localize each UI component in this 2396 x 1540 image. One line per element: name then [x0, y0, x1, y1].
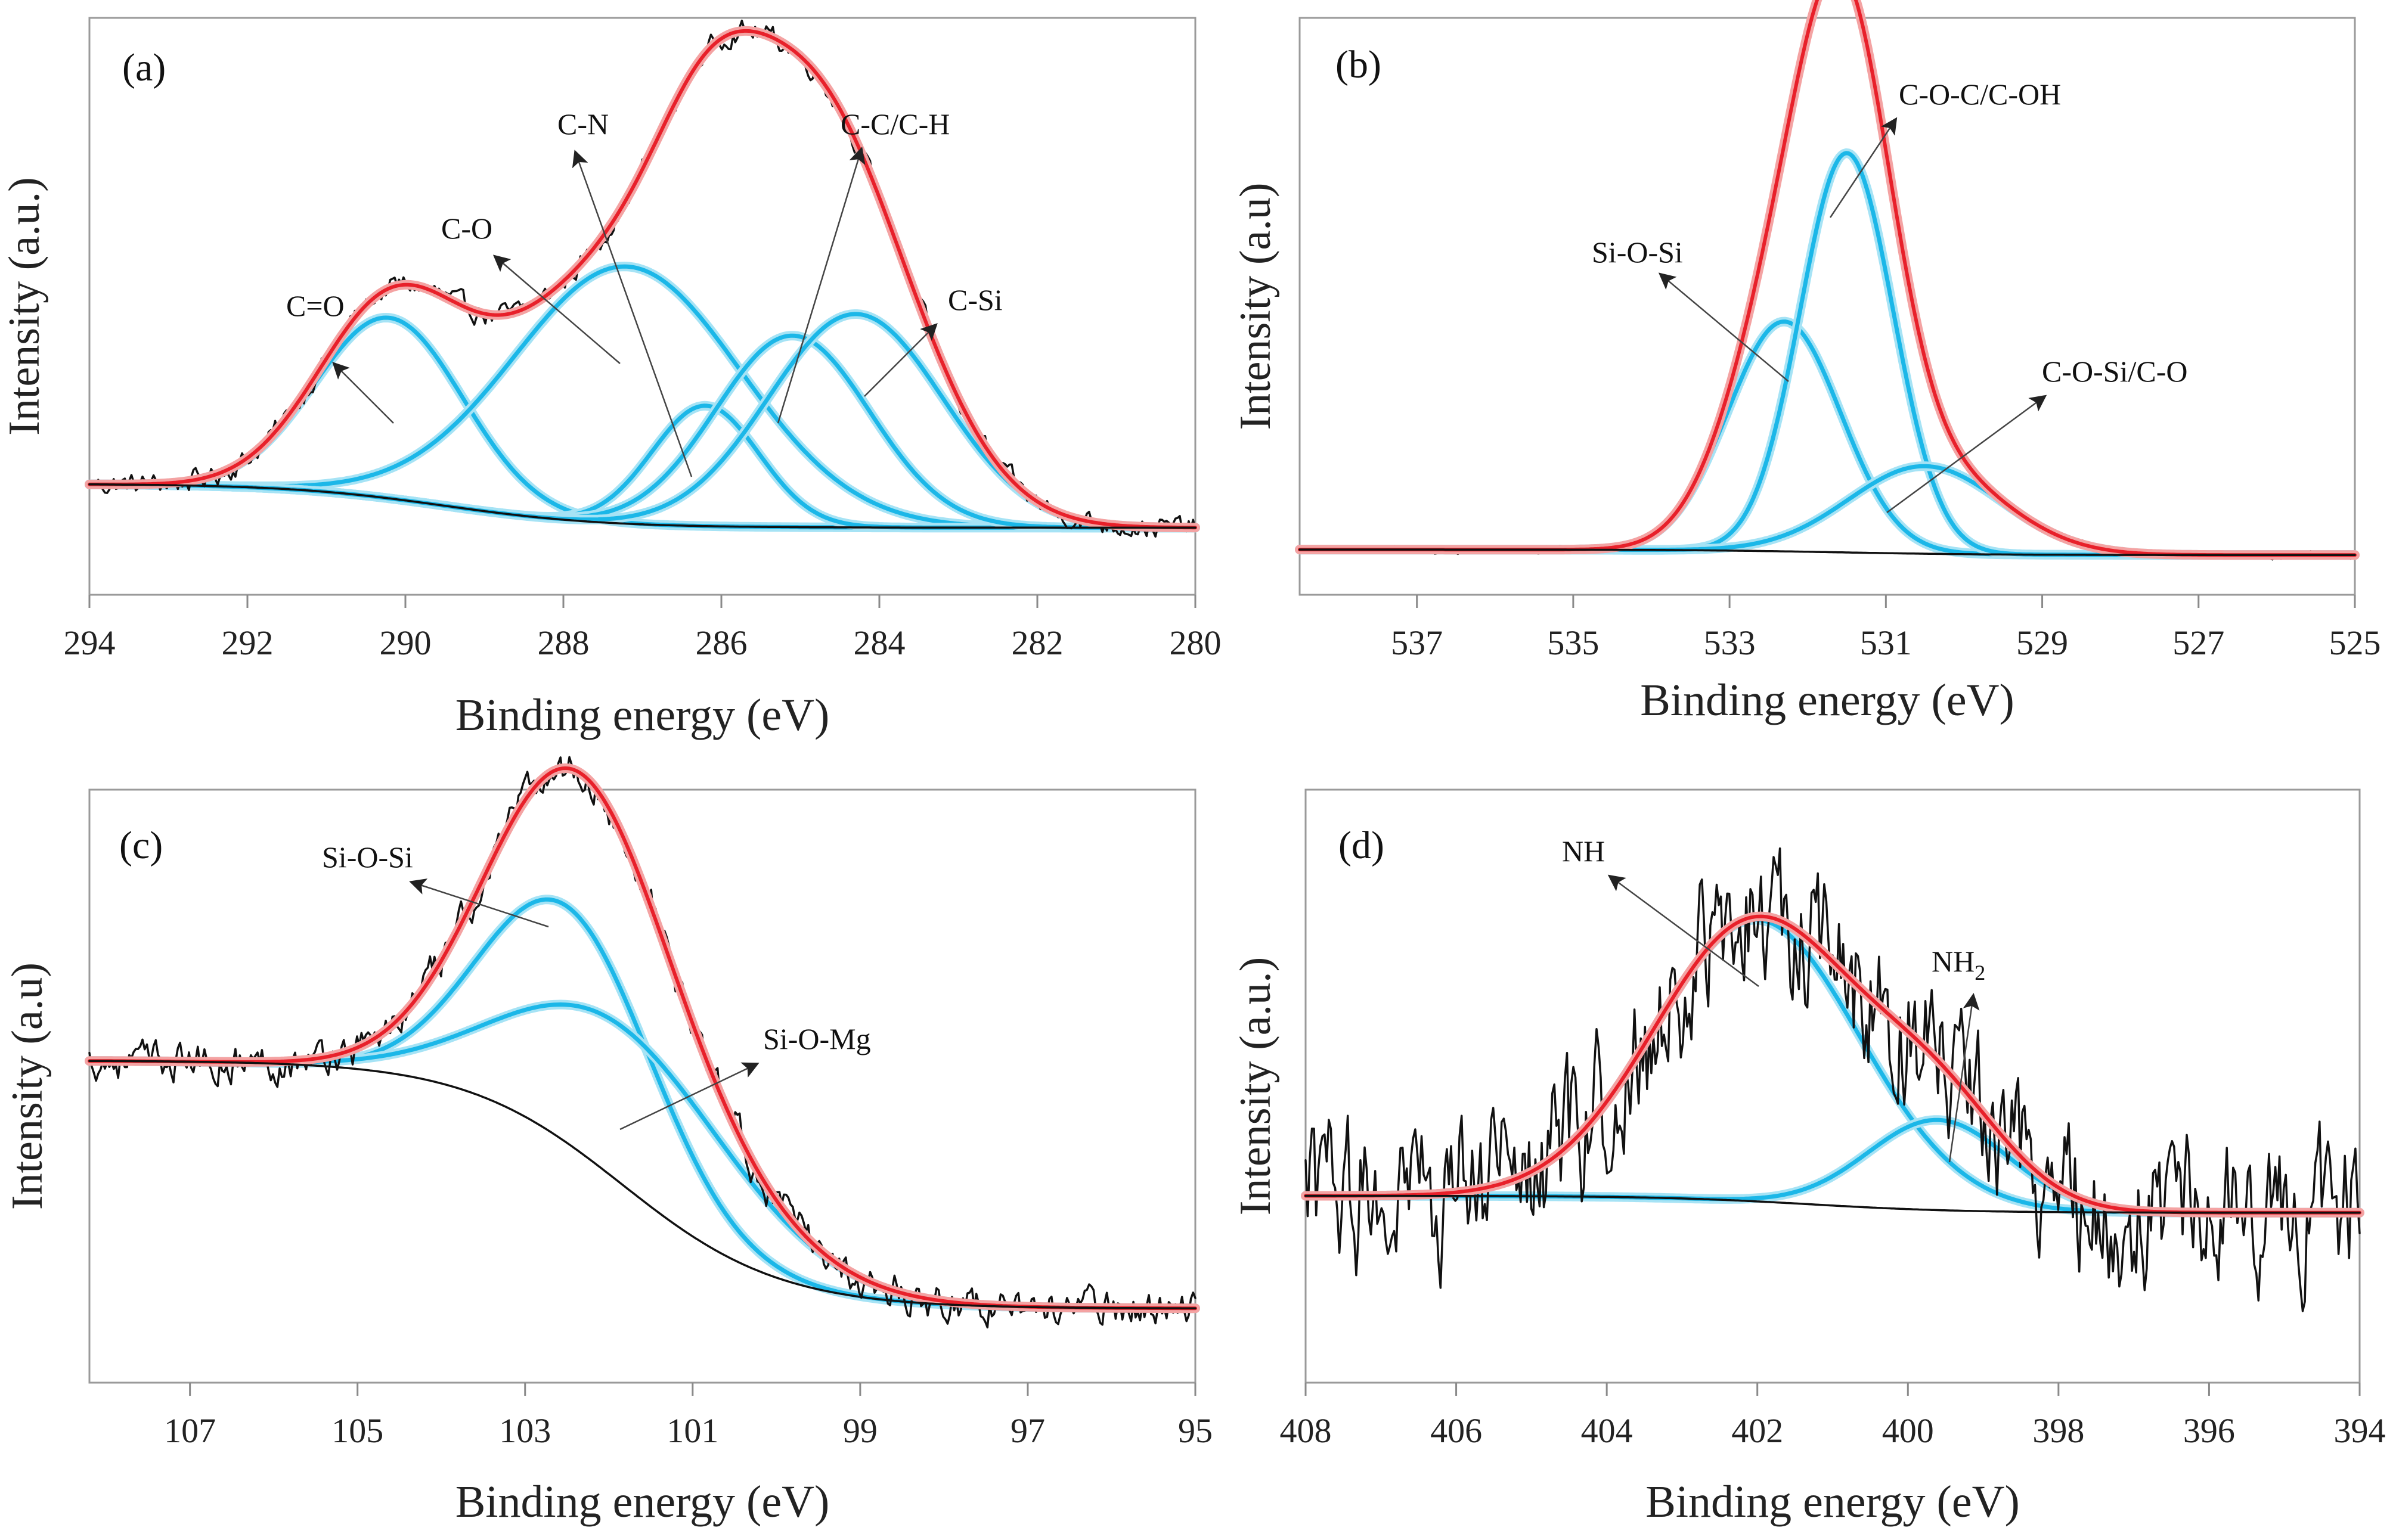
background-line-d — [1304, 1194, 2361, 1214]
y-axis-label: Intensity (a.u.) — [0, 177, 49, 436]
x-tick-label: 284 — [854, 623, 906, 662]
annotation-label: NH — [1562, 834, 1605, 868]
x-tick-label: 280 — [1170, 623, 1222, 662]
component-peak-C-O-C/C-OH — [1297, 151, 2357, 557]
background-line-c — [88, 1060, 1197, 1309]
envelope-fit-a — [88, 29, 1197, 530]
x-tick-label: 294 — [64, 623, 116, 662]
annotation-arrow — [492, 254, 621, 364]
x-tick-label: 533 — [1704, 623, 1756, 662]
y-axis-label: Intensity (a.u) — [3, 962, 52, 1210]
background-line-a — [88, 483, 1197, 529]
annotation-label: C-O-C/C-OH — [1899, 77, 2061, 111]
raw-spectrum-b — [1298, 0, 2356, 561]
plot-frame-d — [1304, 788, 2361, 1384]
envelope-fit-b — [1298, 0, 2357, 557]
x-tick-label: 286 — [696, 623, 748, 662]
x-tick-label: 99 — [843, 1411, 878, 1450]
x-axis-label: Binding energy (eV) — [1640, 675, 2014, 725]
annotation-label: C-N — [557, 107, 609, 141]
annotation-arrow — [1658, 272, 1789, 382]
annotation-arrow — [619, 1062, 760, 1131]
panel-b: 537 535 533 531 529 527 525 Si-O-Si C-O-C/C-OH C-… — [1231, 0, 2381, 725]
component-halo-C-O-Si/C-O — [1295, 461, 2360, 560]
x-tick-label: 95 — [1178, 1411, 1213, 1450]
annotation-label: C-Si — [948, 283, 1003, 316]
x-tick-label: 404 — [1581, 1411, 1633, 1450]
raw-spectrum-d — [1304, 847, 2361, 1312]
y-axis-label: Intensity (a.u) — [1231, 182, 1280, 430]
x-axis-label: Binding energy (eV) — [455, 690, 830, 740]
component-peak-Si-O-Si — [1297, 319, 2357, 557]
x-tick-label: 103 — [499, 1411, 551, 1450]
panel-d: 408 406 404 402 400 398 396 394 NH NH2 (d) Binding … — [1231, 788, 2386, 1527]
envelope-halo-b — [1295, 0, 2360, 560]
x-tick-label: 398 — [2032, 1411, 2084, 1450]
x-tick-label: 525 — [2329, 623, 2381, 662]
x-axis-label: Binding energy (eV) — [455, 1477, 830, 1527]
annotation-label: Si-O-Mg — [763, 1022, 871, 1055]
annotation-arrow — [572, 150, 693, 477]
x-tick-label: 290 — [380, 623, 432, 662]
component-halo-C-O-C/C-OH — [1295, 148, 2360, 560]
annotation-label: C=O — [286, 289, 345, 322]
x-tick-label: 531 — [1860, 623, 1912, 662]
annotation-arrow — [777, 147, 866, 424]
plot-frame-a — [88, 17, 1197, 596]
panel-label: (b) — [1335, 43, 1381, 86]
x-tick-label: 402 — [1731, 1411, 1783, 1450]
background-line-b — [1298, 548, 2356, 557]
x-tick-label: 101 — [667, 1411, 718, 1450]
x-tick-label: 400 — [1882, 1411, 1934, 1450]
x-tick-label: 408 — [1280, 1411, 1332, 1450]
panel-a: 294 292 290 288 286 284 282 280 C=O C-O C-N C-C/C-H… — [0, 17, 1222, 740]
x-tick-label: 527 — [2172, 623, 2224, 662]
x-tick-label: 107 — [164, 1411, 216, 1450]
x-tick-label: 288 — [538, 623, 590, 662]
annotation-label: C-O — [441, 212, 492, 245]
panel-label: (c) — [119, 824, 163, 867]
component-halo-Si-O-Si — [1295, 316, 2360, 560]
x-tick-label: 396 — [2183, 1411, 2235, 1450]
x-axis-label: Binding energy (eV) — [1645, 1477, 2020, 1527]
y-axis-label: Intensity (a.u.) — [1231, 957, 1280, 1216]
annotation-arrow — [332, 362, 394, 424]
annotation-arrow — [1886, 395, 2047, 514]
annotation-arrow — [409, 878, 549, 928]
annotation-label: NH2 — [1932, 945, 1985, 985]
annotation-label: Si-O-Si — [1592, 235, 1683, 269]
annotation-label: C-C/C-H — [841, 107, 950, 141]
annotation-arrow — [864, 323, 938, 397]
component-halo-Si-O-Si — [85, 895, 1200, 1314]
annotation-label: Si-O-Si — [322, 840, 413, 874]
panel-c: 107 105 103 101 99 97 95 Si-O-Si Si-O-Mg (c) Bindi… — [3, 756, 1213, 1527]
x-tick-label: 406 — [1430, 1411, 1482, 1450]
annotation-arrow — [1607, 874, 1759, 988]
annotation-arrow — [1829, 117, 1898, 218]
component-halo-Si-O-Mg — [85, 999, 1200, 1314]
panel-label: (d) — [1338, 824, 1384, 867]
x-tick-label: 535 — [1547, 623, 1599, 662]
x-tick-label: 282 — [1012, 623, 1064, 662]
x-tick-label: 105 — [331, 1411, 383, 1450]
x-tick-label: 394 — [2334, 1411, 2386, 1450]
x-tick-label: 292 — [222, 623, 274, 662]
x-tick-label: 97 — [1011, 1411, 1045, 1450]
x-tick-label: 529 — [2016, 623, 2068, 662]
plot-frame-b — [1298, 17, 2356, 596]
x-tick-label: 537 — [1391, 623, 1443, 662]
annotation-arrow — [1948, 993, 1980, 1163]
plot-frame-c — [88, 788, 1197, 1384]
component-peak-Si-O-Si — [87, 897, 1198, 1311]
annotation-label: C-O-Si/C-O — [2042, 355, 2187, 388]
panel-label: (a) — [122, 46, 166, 89]
